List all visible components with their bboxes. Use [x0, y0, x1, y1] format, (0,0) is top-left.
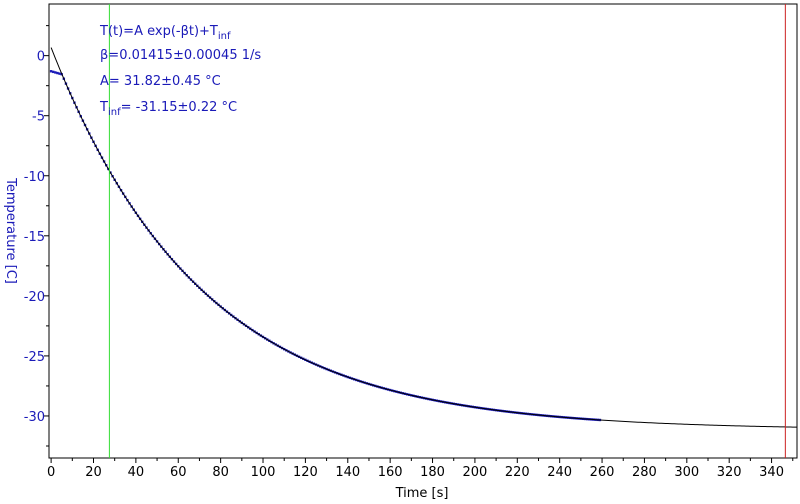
y-tick-label: -15 — [24, 230, 45, 245]
x-tick-label: 60 — [170, 465, 187, 480]
data-point — [58, 72, 61, 75]
x-axis-label: Time [s] — [395, 486, 449, 501]
x-tick-label: 180 — [420, 465, 445, 480]
annotation-formula: T(t)=A exp(-βt)+Tinf — [99, 24, 231, 42]
x-tick-label: 340 — [759, 465, 784, 480]
x-tick-label: 40 — [128, 465, 145, 480]
x-tick-label: 20 — [85, 465, 102, 480]
x-tick-label: 80 — [212, 465, 229, 480]
x-tick-label: 240 — [547, 465, 572, 480]
y-axis-ticks: 0 -5 -10 -15 -20 -25 -30 — [24, 25, 49, 447]
x-tick-label: 140 — [335, 465, 360, 480]
y-axis-label: Temperature [C] — [3, 177, 18, 284]
plot-frame — [48, 3, 798, 459]
x-tick-label: 320 — [717, 465, 742, 480]
data-point — [56, 71, 59, 75]
x-tick-label: 300 — [674, 465, 699, 480]
y-tick-label: -30 — [24, 410, 45, 425]
data-point — [54, 71, 57, 74]
y-tick-label: -25 — [24, 350, 45, 365]
data-point — [52, 70, 55, 74]
annotation-beta: β=0.01415±0.00045 1/s — [100, 48, 261, 63]
data-point — [49, 70, 53, 73]
fit-curve — [50, 47, 798, 428]
annotation-amplitude: A= 31.82±0.45 °C — [100, 74, 221, 89]
y-tick-label: -10 — [24, 170, 45, 185]
x-tick-label: 200 — [463, 465, 488, 480]
y-tick-label: 0 — [37, 50, 45, 65]
x-tick-label: 120 — [293, 465, 318, 480]
x-tick-label: 100 — [251, 465, 276, 480]
x-tick-label: 260 — [590, 465, 615, 480]
x-tick-label: 0 — [47, 465, 55, 480]
annotation-t-inf: Tinf= -31.15±0.22 °C — [99, 100, 237, 118]
y-tick-label: -5 — [32, 110, 45, 125]
x-tick-label: 160 — [378, 465, 403, 480]
x-tick-label: 220 — [505, 465, 530, 480]
x-axis-ticks: 0 20 40 60 80 100 120 140 160 180 200 220 240 260 280 3… — [47, 458, 794, 480]
y-tick-label: -20 — [24, 290, 45, 305]
x-tick-label: 280 — [632, 465, 657, 480]
